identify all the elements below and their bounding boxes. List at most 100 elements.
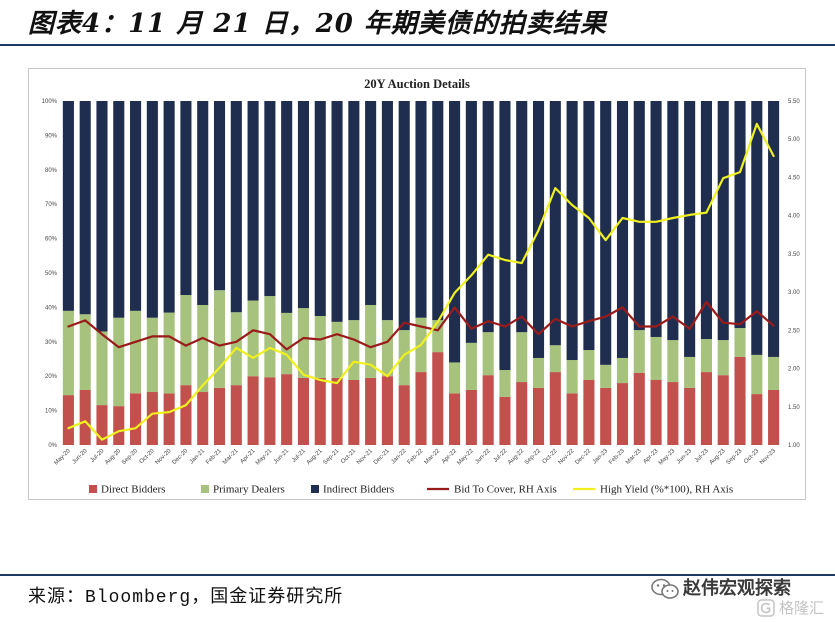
bar-direct-bidders (432, 352, 444, 445)
x-tick-label: Mar-22 (424, 448, 442, 466)
bar-primary-dealers (600, 364, 612, 388)
chart-frame: 20Y Auction Details 0% 10% 20% 30% 40% 50% 60% 7… (28, 68, 806, 500)
bar-indirect-bidders (415, 101, 427, 318)
y-left-tick-label: 30% (45, 340, 58, 346)
bar-primary-dealers (113, 317, 125, 407)
y-left-tick-label: 80% (45, 168, 58, 174)
bar-direct-bidders (62, 395, 74, 445)
bar-primary-dealers (247, 300, 259, 377)
bar-direct-bidders (516, 382, 528, 445)
bar-indirect-bidders (197, 101, 209, 305)
bars-group (62, 101, 780, 445)
bar-direct-bidders (616, 383, 629, 445)
y-right-tick-label: 3.50 (788, 252, 800, 258)
bar-primary-dealers (516, 332, 528, 383)
bar-indirect-bidders (348, 101, 360, 321)
bar-primary-dealers (616, 357, 629, 384)
bar-direct-bidders (415, 372, 427, 445)
bar-primary-dealers (314, 316, 326, 378)
y-left-tick-label: 0% (48, 443, 57, 449)
bar-indirect-bidders (566, 101, 578, 361)
legend-label: Indirect Bidders (323, 484, 394, 496)
legend-label: High Yield (%*100), RH Axis (600, 484, 733, 496)
x-tick-label: Nov-22 (558, 448, 576, 466)
bar-direct-bidders (130, 393, 142, 445)
y-left-tick-label: 60% (45, 237, 58, 243)
legend-item-direct-bidders: Direct Bidders (89, 484, 165, 496)
bar-direct-bidders (667, 382, 679, 445)
bar-indirect-bidders (398, 101, 410, 331)
bar-primary-dealers (331, 321, 343, 378)
x-tick-label: Jun-20 (71, 448, 89, 466)
x-tick-label: Sep-22 (524, 448, 542, 466)
x-tick-label: Feb-23 (608, 448, 626, 466)
bar-indirect-bidders (600, 101, 612, 365)
bar-indirect-bidders (96, 101, 108, 332)
y-right-tick-label: 4.00 (788, 214, 800, 220)
bar-indirect-bidders (432, 101, 444, 321)
y-right-tick-label: 5.00 (788, 137, 800, 143)
bar-primary-dealers (365, 304, 377, 378)
x-tick-label: Aug-23 (709, 448, 727, 466)
bar-primary-dealers (163, 312, 175, 394)
x-tick-label: Jun-22 (474, 448, 492, 466)
bar-indirect-bidders (633, 101, 645, 331)
legend-swatch (311, 485, 319, 493)
bar-primary-dealers (650, 336, 662, 380)
logo-text: 格隆汇 (779, 599, 825, 617)
bar-indirect-bidders (163, 101, 175, 313)
x-tick-label: Sep-21 (322, 448, 340, 466)
y-right-tick-label: 2.50 (788, 328, 800, 334)
bar-direct-bidders (381, 376, 393, 445)
x-tick-label: May-20 (53, 448, 72, 467)
bar-primary-dealers (398, 330, 410, 386)
bar-direct-bidders (247, 376, 259, 445)
bar-primary-dealers (734, 328, 746, 357)
bar-direct-bidders (650, 379, 662, 445)
g-logo-icon (757, 599, 775, 617)
y-right-tick-label: 1.50 (788, 405, 800, 411)
x-tick-label: Aug-22 (507, 448, 525, 466)
bar-direct-bidders (281, 374, 293, 445)
bar-indirect-bidders (583, 101, 595, 351)
bar-primary-dealers (566, 360, 578, 394)
bar-primary-dealers (96, 331, 108, 406)
y-left-tick-label: 90% (45, 133, 58, 139)
y-left-tick-label: 50% (45, 271, 58, 277)
bar-direct-bidders (197, 392, 209, 445)
bar-direct-bidders (96, 405, 108, 445)
bar-indirect-bidders (684, 101, 696, 357)
bar-indirect-bidders (146, 101, 158, 318)
bar-direct-bidders (734, 356, 746, 445)
x-tick-label: Jun-23 (676, 448, 694, 466)
y-right-tick-label: 3.00 (788, 290, 800, 296)
legend-label: Bid To Cover, RH Axis (454, 484, 557, 496)
x-tick-label: Oct-22 (542, 448, 559, 465)
bar-indirect-bidders (516, 101, 528, 333)
bar-direct-bidders (583, 379, 595, 445)
x-tick-label: Oct-20 (139, 448, 156, 465)
bar-primary-dealers (549, 345, 561, 373)
x-tick-label: Dec-22 (574, 448, 592, 466)
bar-direct-bidders (230, 385, 242, 445)
x-tick-label: Oct-21 (340, 448, 357, 465)
bar-primary-dealers (482, 332, 494, 376)
y-left-tick-label: 100% (42, 99, 58, 105)
bar-direct-bidders (684, 387, 696, 445)
bar-primary-dealers (348, 320, 360, 380)
bar-indirect-bidders (79, 101, 91, 315)
bar-indirect-bidders (365, 101, 377, 305)
bar-direct-bidders (465, 389, 477, 445)
bar-direct-bidders (482, 375, 494, 445)
auction-details-chart: 20Y Auction Details 0% 10% 20% 30% 40% 50% 60% 7… (42, 77, 801, 496)
bar-direct-bidders (633, 372, 645, 445)
bar-indirect-bidders (616, 101, 629, 358)
x-tick-label: May-22 (456, 448, 475, 467)
bar-direct-bidders (751, 394, 763, 445)
bar-indirect-bidders (180, 101, 192, 296)
bar-primary-dealers (432, 320, 444, 353)
bar-direct-bidders (180, 385, 192, 445)
bar-primary-dealers (381, 320, 393, 377)
legend-item-indirect-bidders: Indirect Bidders (311, 484, 394, 496)
bar-primary-dealers (197, 304, 209, 393)
